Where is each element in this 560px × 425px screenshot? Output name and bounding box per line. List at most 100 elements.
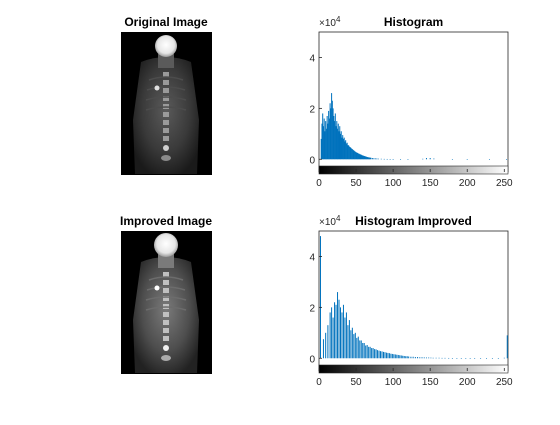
histogram-improved-bar [348, 320, 350, 359]
histogram-improved-bar [430, 357, 432, 359]
histogram-improved-bar [354, 332, 356, 359]
histogram-bar [370, 157, 372, 160]
histogram-improved-bar [435, 357, 437, 359]
histogram-bar [383, 158, 385, 160]
histogram-bar [357, 153, 359, 160]
histogram-bar [331, 100, 333, 160]
histogram-improved-bar [337, 292, 339, 359]
histogram-bar [366, 156, 368, 160]
histogram-improved-bar [397, 354, 399, 359]
histogram-bar [344, 141, 346, 160]
histogram-xtick-label: 150 [422, 178, 439, 189]
histogram-improved-bar [357, 336, 359, 359]
histogram-improved-bar [345, 312, 347, 359]
histogram-improved-bar [503, 357, 505, 359]
histogram-bar [433, 158, 435, 160]
histogram-improved-xtick-label: 0 [316, 377, 322, 388]
histogram-bar [342, 135, 344, 160]
histogram-improved-bar [360, 340, 362, 359]
histogram-bar [363, 155, 365, 160]
histogram-improved-bar [335, 304, 337, 359]
histogram-grayscale-colorbar [318, 165, 509, 175]
histogram-bar [341, 137, 343, 160]
histogram-improved-bar [339, 307, 341, 359]
histogram-bar [365, 156, 367, 160]
histogram-improved-bar [344, 317, 346, 359]
histogram-bar [429, 158, 431, 160]
histogram-improved-bar [372, 348, 374, 359]
histogram-improved-bar [491, 358, 493, 359]
histogram-improved-bar [368, 346, 370, 359]
histogram-bar [354, 151, 356, 160]
histogram-improved-bar [388, 353, 390, 359]
histogram-bar [327, 123, 329, 160]
head-bright-region [155, 35, 177, 57]
histogram-improved-bar [356, 337, 358, 359]
histogram-bar [400, 159, 402, 160]
histogram-improved-bar [382, 351, 384, 359]
histogram-bar [349, 147, 351, 160]
histogram-bar [376, 158, 378, 160]
histogram-improved-bar [438, 357, 440, 359]
histogram-improved-plot-area [318, 230, 509, 372]
histogram-bar [352, 149, 354, 160]
histogram-improved-bar [371, 348, 373, 359]
histogram-bar [353, 150, 355, 160]
histogram-improved-bar [359, 340, 361, 359]
histogram-improved-bar [362, 343, 364, 359]
histogram-improved-bar [410, 356, 412, 359]
histogram-bar [386, 158, 388, 160]
histogram-bar [351, 149, 353, 160]
histogram-y-exponent-base: ×10 [319, 18, 336, 29]
histogram-bar [325, 128, 327, 160]
histogram-bar [321, 123, 323, 160]
histogram-bar [451, 159, 453, 160]
histogram-bar [361, 155, 363, 160]
histogram-improved-xtick-label: 50 [350, 377, 362, 388]
histogram-improved-bar [350, 330, 352, 359]
histogram-bar [339, 133, 341, 160]
histogram-y-exponent-power: 4 [336, 15, 341, 24]
histogram-improved-bar [381, 351, 383, 359]
histogram-bar [362, 155, 364, 160]
histogram-bar [346, 142, 348, 160]
histogram-improved-bar [341, 312, 343, 359]
histogram-xtick-label: 100 [385, 178, 402, 189]
histogram-improved-bar [460, 358, 462, 359]
histogram-improved-bar [380, 351, 382, 359]
histogram-improved-xtick-label: 250 [496, 377, 513, 388]
histogram-xtick-label: 200 [459, 178, 476, 189]
histogram-improved-bar [329, 312, 331, 359]
histogram-improved-bar [417, 357, 419, 359]
histogram-ytick-label: 4 [309, 53, 315, 64]
histogram-bar [334, 113, 336, 160]
histogram-improved-bar [405, 356, 407, 359]
histogram-bar [332, 108, 334, 160]
histogram-improved-bar [506, 335, 508, 359]
histogram-bar [389, 159, 391, 160]
histogram-improved-bar [402, 355, 404, 359]
histogram-bar [466, 159, 468, 160]
histogram-improved-bar [374, 349, 376, 359]
histogram-bar [380, 158, 382, 160]
histogram-improved-bar [325, 332, 327, 359]
histogram-improved-bar [425, 357, 427, 359]
histogram-bar [340, 131, 342, 160]
histogram-improved-bar [391, 353, 393, 359]
histogram-bar [355, 152, 357, 160]
histogram-improved-bar [394, 354, 396, 359]
histogram-bar [322, 126, 324, 160]
histogram-bar [342, 138, 344, 160]
histogram-bar [354, 151, 356, 160]
histogram-improved-bar [393, 354, 395, 359]
histogram-bar [360, 154, 362, 160]
histogram-bar [365, 156, 367, 160]
histogram-title: Histogram [384, 15, 443, 29]
histogram-bar [325, 121, 327, 160]
histogram-bar [506, 159, 508, 160]
histogram-bar [323, 118, 325, 160]
histogram-bar [320, 138, 322, 160]
histogram-improved-bar [366, 345, 368, 359]
